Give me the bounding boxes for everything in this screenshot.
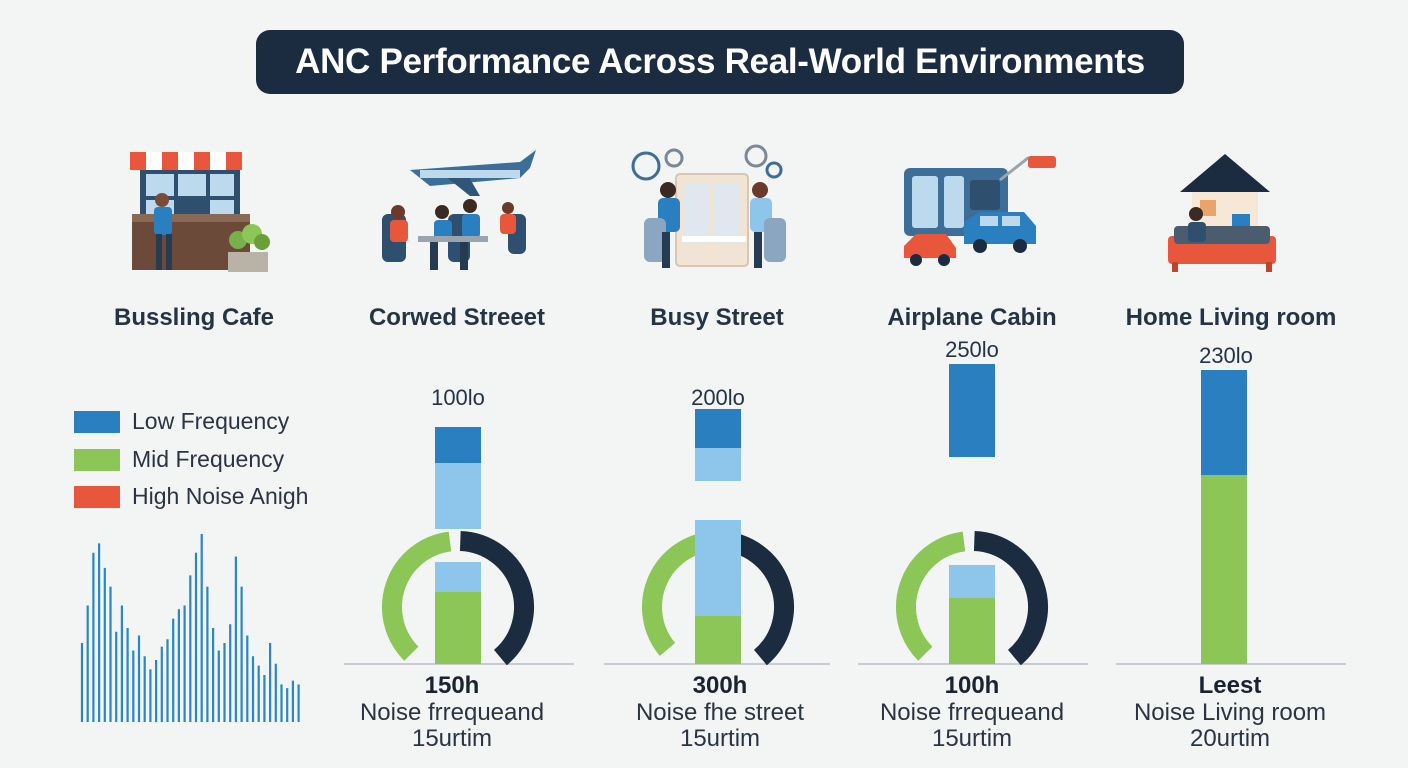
bottom-line-1: Noise fhe street bbox=[635, 699, 805, 726]
bar-low-1 bbox=[695, 409, 741, 448]
env-label-airplane-cabin: Airplane Cabin bbox=[887, 304, 1057, 331]
legend-item-high: High Noise Anigh bbox=[74, 483, 308, 510]
legend-swatch-high bbox=[74, 485, 120, 508]
bottom-line-2: 15urtim bbox=[931, 725, 1013, 752]
env-label-cafe: Bussling Cafe bbox=[113, 304, 275, 331]
legend-swatch-low bbox=[74, 410, 120, 433]
bar-low-3 bbox=[1201, 370, 1247, 475]
bottom-stat-airplane-cabin: 100h Noise frrequeand 15urtim bbox=[842, 672, 1102, 752]
gauge-green-arc-2 bbox=[896, 531, 966, 661]
bottom-value: 150h bbox=[424, 672, 480, 699]
bar-light-0-1 bbox=[435, 562, 481, 592]
bottom-stat-busy-street: 300h Noise fhe street 15urtim bbox=[590, 672, 850, 752]
bar-mid-3 bbox=[1201, 475, 1247, 664]
gauge-green-arc-1 bbox=[642, 531, 712, 656]
bottom-value: Leest bbox=[1198, 672, 1262, 699]
bar-low-2 bbox=[949, 364, 995, 457]
env-label-crowded-street: Corwed Streeet bbox=[368, 304, 546, 331]
bottom-value: 300h bbox=[692, 672, 748, 699]
bar-mid-0 bbox=[435, 592, 481, 664]
value-label-busy-street: 200lo bbox=[691, 385, 745, 410]
house-icon bbox=[1168, 154, 1276, 272]
value-label-airplane-cabin: 250lo bbox=[945, 337, 999, 362]
bottom-line-1: Noise Living room bbox=[1133, 699, 1327, 726]
bottom-line-1: Noise frrequeand bbox=[879, 699, 1065, 726]
bar-light-0-0 bbox=[435, 463, 481, 529]
train-cars-icon bbox=[904, 156, 1056, 266]
bottom-line-1: Noise frrequeand bbox=[359, 699, 545, 726]
gauge-dark-arc-2 bbox=[973, 531, 1048, 666]
airplane-seats-icon bbox=[382, 150, 536, 270]
value-label-home: 230lo bbox=[1199, 343, 1253, 368]
office-meeting-icon bbox=[631, 144, 786, 268]
legend-label-low: Low Frequency bbox=[132, 408, 290, 434]
bar-mid-2 bbox=[949, 598, 995, 664]
page-title: ANC Performance Across Real-World Enviro… bbox=[256, 30, 1184, 94]
illustrations bbox=[130, 144, 1276, 272]
bottom-stat-home: Leest Noise Living room 20urtim bbox=[1100, 672, 1360, 752]
legend-label-mid: Mid Frequency bbox=[132, 446, 285, 472]
bottom-line-2: 15urtim bbox=[679, 725, 761, 752]
legend-label-high: High Noise Anigh bbox=[132, 483, 309, 509]
bottom-stat-crowded-street: 150h Noise frrequeand 15urtim bbox=[322, 672, 582, 752]
bar-light-2-0 bbox=[949, 565, 995, 598]
bottom-line-2: 15urtim bbox=[411, 725, 493, 752]
bottom-line-2: 20urtim bbox=[1189, 725, 1271, 752]
bar-light-1-0 bbox=[695, 448, 741, 481]
bottom-value: 100h bbox=[944, 672, 1000, 699]
legend-item-low: Low Frequency bbox=[74, 408, 289, 435]
gauge-green-arc-0 bbox=[382, 531, 452, 661]
env-label-busy-street: Busy Street bbox=[650, 304, 784, 331]
legend-swatch-mid bbox=[74, 448, 120, 471]
bar-light-1-1 bbox=[695, 520, 741, 616]
gauge-dark-arc-0 bbox=[459, 531, 534, 666]
legend-item-mid: Mid Frequency bbox=[74, 446, 284, 473]
bar-low-0 bbox=[435, 427, 481, 463]
gauge-dark-arc-1 bbox=[719, 531, 794, 666]
bar-mid-1 bbox=[695, 616, 741, 664]
cafe-icon bbox=[130, 152, 270, 272]
value-label-crowded-street: 100lo bbox=[431, 385, 485, 410]
env-label-home: Home Living room bbox=[1125, 304, 1337, 331]
